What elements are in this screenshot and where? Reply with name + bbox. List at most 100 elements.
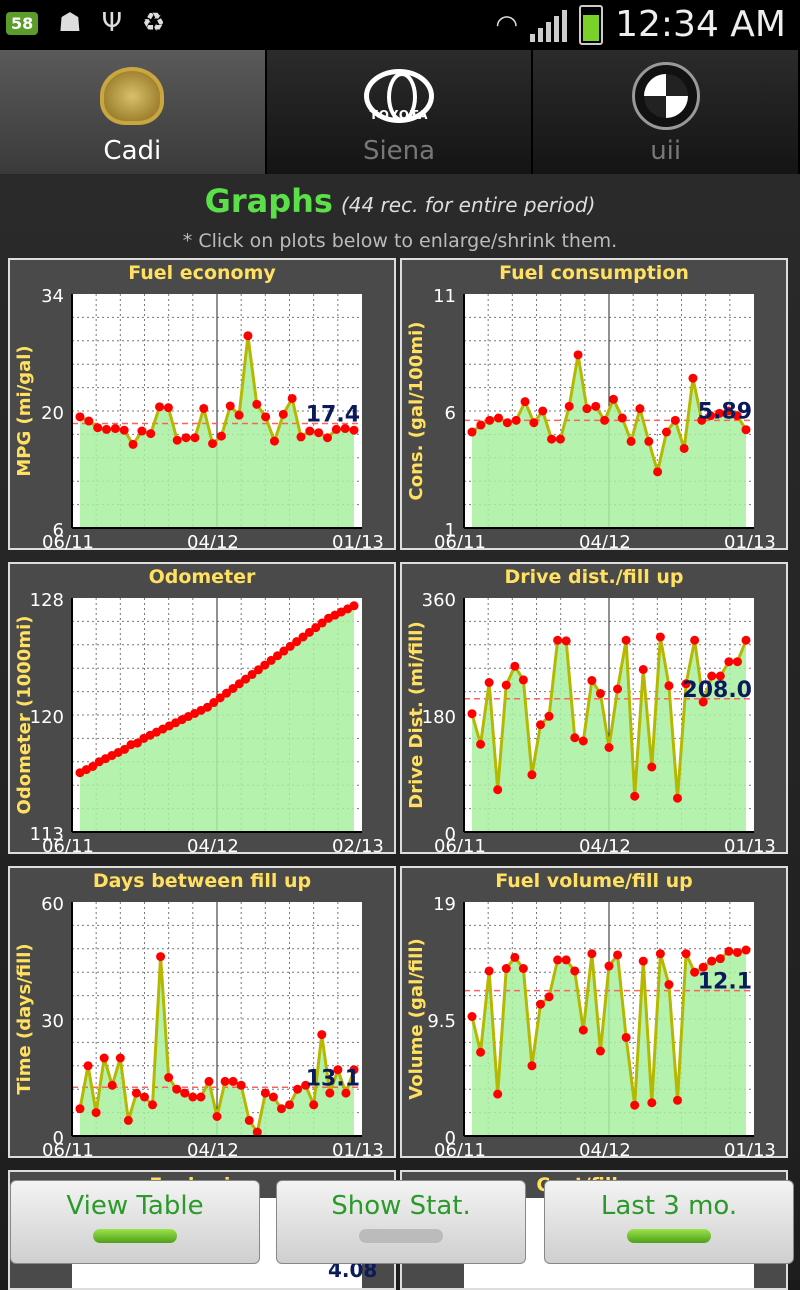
data-point	[102, 424, 112, 434]
show-stat-button[interactable]: Show Stat.	[276, 1180, 526, 1264]
data-point	[268, 1092, 278, 1102]
data-point	[732, 657, 742, 667]
x-tick-label: 06/11	[434, 836, 486, 856]
recycle-icon: ♻	[142, 8, 166, 38]
area-fill	[80, 335, 354, 528]
data-point	[241, 674, 251, 684]
y-tick-label: 1	[445, 520, 456, 541]
data-point	[536, 999, 545, 1009]
data-point	[181, 433, 191, 443]
data-point	[349, 425, 359, 435]
x-tick-label: 06/11	[434, 532, 486, 552]
chart-drive-distance[interactable]: Drive dist./fill up 360 180 0 06/11 04/12 01/…	[400, 562, 788, 856]
y-tick-label: 120	[30, 707, 64, 728]
tab-uii[interactable]: uii	[533, 50, 800, 174]
usb-icon: Ψ	[101, 8, 123, 38]
data-point	[215, 693, 225, 703]
chart-svg: 11 6 106/11 04/12 01/13 Cons. (gal/100mi) 5.89	[406, 286, 776, 552]
chart-fuel-volume[interactable]: Fuel volume/fill up 19 9.5 0 06/11 04/12 01/1…	[400, 866, 788, 1160]
record-count: (44 rec. for entire period)	[340, 193, 596, 217]
data-point	[234, 679, 244, 689]
data-point	[314, 428, 324, 438]
data-point	[132, 738, 142, 748]
y-tick-label: 0	[445, 824, 456, 845]
x-tick-label: 06/11	[42, 1140, 94, 1160]
data-point	[613, 950, 623, 960]
y-axis-label: Volume (gal/fill)	[406, 938, 427, 1099]
chart-fuel-economy[interactable]: Fuel economy 34 20 6 06/11 04/12 01/13 MPG (mi…	[8, 258, 396, 552]
y-tick-label: 30	[41, 1011, 64, 1032]
tab-siena[interactable]: TOYOTA Siena	[266, 50, 534, 174]
data-point	[119, 425, 129, 435]
data-point	[269, 436, 279, 446]
data-point	[553, 955, 563, 965]
data-point	[243, 331, 253, 341]
data-point	[679, 443, 689, 453]
data-point	[681, 949, 691, 959]
last-period-button[interactable]: Last 3 mo.	[544, 1180, 794, 1264]
data-point	[538, 406, 548, 416]
data-point	[587, 949, 597, 959]
data-point	[561, 636, 571, 646]
data-point	[608, 394, 618, 404]
status-bar: 58 ☗ Ψ ♻ ◠ 12:34 AM	[0, 0, 800, 50]
data-point	[304, 627, 314, 637]
y-tick-label: 34	[41, 286, 64, 307]
data-point	[644, 436, 654, 446]
data-point	[247, 669, 257, 679]
notification-count-badge: 58	[6, 11, 39, 35]
x-tick-label: 06/11	[42, 836, 94, 856]
data-point	[476, 739, 486, 749]
data-point	[155, 402, 165, 412]
average-label: 208.0	[682, 678, 752, 703]
x-tick-label: 04/12	[579, 532, 631, 552]
data-point	[349, 601, 359, 611]
data-point	[561, 955, 571, 965]
average-label: 17.4	[306, 403, 360, 428]
data-point	[204, 1076, 214, 1086]
data-point	[655, 632, 665, 642]
data-point	[309, 1100, 319, 1110]
data-point	[301, 1080, 311, 1090]
tab-cadi[interactable]: Cadi	[0, 50, 267, 174]
data-point	[261, 412, 271, 422]
wifi-icon: ◠	[495, 9, 519, 40]
data-point	[273, 651, 283, 661]
chart-fuel-consumption[interactable]: Fuel consumption 11 6 1 06/11 04/12 01/13 Cons…	[400, 258, 788, 552]
data-point	[163, 403, 173, 413]
y-tick-label: 6	[53, 520, 64, 541]
bottom-button-bar: View Table Show Stat. Last 3 mo.	[0, 1180, 800, 1280]
data-point	[476, 1047, 486, 1057]
page-title: Graphs	[204, 182, 333, 220]
data-point	[518, 964, 528, 974]
chart-odometer[interactable]: Odometer 128 120 113 06/11 04/12 02/13 Odomete…	[8, 562, 396, 856]
data-point	[647, 1098, 657, 1108]
chart-title: Fuel volume/fill up	[495, 870, 693, 892]
data-point	[172, 435, 182, 445]
toggle-indicator	[359, 1229, 443, 1243]
data-point	[707, 956, 717, 966]
data-point	[216, 431, 226, 441]
view-table-button[interactable]: View Table	[10, 1180, 260, 1264]
data-point	[715, 954, 725, 964]
data-point	[298, 632, 308, 642]
data-point	[228, 683, 238, 693]
vehicle-tabs: Cadi TOYOTA Siena uii	[0, 50, 800, 174]
data-point	[670, 415, 680, 425]
data-point	[553, 635, 563, 645]
data-point	[305, 426, 315, 436]
data-point	[690, 635, 700, 645]
data-point	[222, 688, 232, 698]
chart-days-between-fill[interactable]: Days between fill up 60 30 0 06/11 04/12 01/1…	[8, 866, 396, 1160]
hint-text: * Click on plots below to enlarge/shrink…	[182, 230, 618, 252]
tab-label: Cadi	[103, 136, 162, 166]
data-point	[209, 698, 219, 708]
data-point	[573, 350, 583, 360]
data-point	[485, 415, 495, 425]
data-point	[690, 967, 700, 977]
data-point	[595, 1046, 605, 1056]
x-tick-label: 04/12	[187, 1140, 239, 1160]
y-tick-label: 128	[30, 590, 64, 611]
y-tick-label: 19	[433, 894, 456, 915]
chart-svg: 60 30 006/11 04/12 01/13 Time (days/fill) 13.1	[14, 894, 384, 1160]
